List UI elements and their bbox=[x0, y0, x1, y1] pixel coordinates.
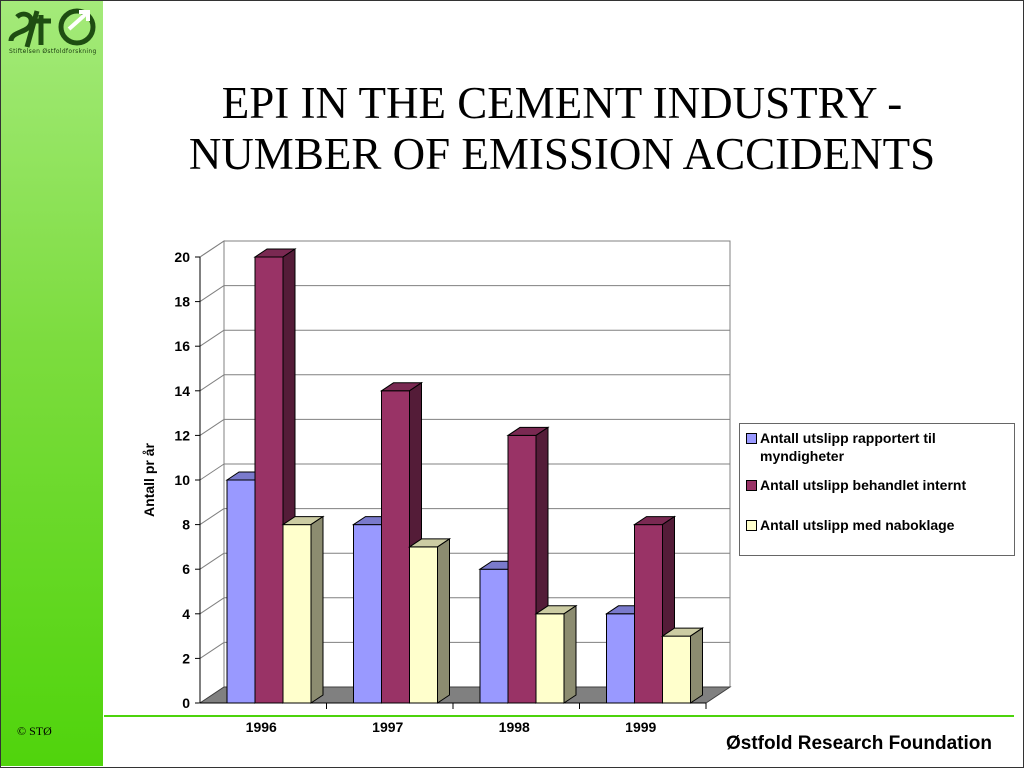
gridline-side bbox=[199, 240, 225, 258]
y-tick-label: 20 bbox=[174, 249, 190, 265]
gridline-side bbox=[199, 552, 225, 570]
gridline-side bbox=[199, 463, 225, 481]
bar-side bbox=[563, 604, 577, 704]
title-line-2: NUMBER OF EMISSION ACCIDENTS bbox=[188, 129, 936, 179]
bar bbox=[662, 635, 691, 704]
bar bbox=[226, 479, 256, 704]
bar bbox=[353, 524, 382, 704]
organization-name: Østfold Research Foundation bbox=[725, 733, 992, 754]
x-tick-label: 1996 bbox=[246, 719, 277, 735]
legend-label: Antall utslipp med naboklage bbox=[760, 517, 955, 533]
bar bbox=[606, 613, 635, 704]
sidebar: Stiftelsen Østfoldforskning © STØ bbox=[1, 1, 103, 766]
gridline-side bbox=[199, 418, 225, 436]
bar bbox=[409, 546, 438, 704]
bar-side bbox=[310, 515, 324, 704]
y-tick-label: 12 bbox=[174, 427, 190, 443]
gridline-side bbox=[199, 285, 225, 303]
y-tick-label: 8 bbox=[182, 517, 190, 533]
y-tick-label: 2 bbox=[182, 650, 190, 666]
bar bbox=[479, 568, 509, 704]
bar-side bbox=[437, 537, 450, 704]
y-tick-label: 18 bbox=[174, 294, 190, 310]
logo-subtitle: Stiftelsen Østfoldforskning bbox=[9, 48, 97, 55]
x-tick-label: 1999 bbox=[625, 719, 656, 735]
legend-swatch bbox=[746, 433, 757, 444]
gridline-side bbox=[199, 641, 225, 659]
y-tick-label: 14 bbox=[174, 383, 190, 399]
legend-swatch bbox=[746, 480, 757, 491]
bar bbox=[282, 524, 312, 704]
y-tick-label: 10 bbox=[174, 472, 190, 488]
sto-logo-icon bbox=[8, 8, 96, 48]
legend-label: Antall utslipp rapportert til myndighete… bbox=[760, 430, 936, 464]
x-tick-label: 1997 bbox=[372, 719, 403, 735]
bar-side bbox=[690, 627, 703, 704]
bar bbox=[381, 390, 410, 704]
bar bbox=[634, 524, 663, 704]
y-tick-label: 0 bbox=[182, 695, 190, 711]
title-line-1: EPI IN THE CEMENT INDUSTRY - bbox=[221, 78, 903, 128]
bar bbox=[535, 613, 565, 704]
legend-swatch bbox=[746, 520, 757, 531]
copyright-text: © STØ bbox=[17, 724, 52, 738]
legend-label: Antall utslipp behandlet internt bbox=[760, 477, 967, 493]
gridline-side bbox=[199, 374, 225, 392]
y-tick-label: 4 bbox=[182, 606, 190, 622]
y-axis-title: Antall pr år bbox=[141, 442, 157, 516]
bar bbox=[254, 256, 284, 704]
x-tick-label: 1998 bbox=[499, 719, 530, 735]
footer-divider bbox=[104, 715, 1014, 717]
gridline-side bbox=[199, 329, 225, 347]
bar bbox=[507, 434, 537, 704]
y-tick-label: 6 bbox=[182, 561, 190, 577]
page-title: EPI IN THE CEMENT INDUSTRY - NUMBER OF E… bbox=[110, 78, 1014, 180]
y-tick-label: 16 bbox=[174, 338, 190, 354]
gridline-side bbox=[199, 508, 225, 526]
gridline-side bbox=[199, 597, 225, 615]
chart-legend: Antall utslipp rapportert til myndighete… bbox=[739, 423, 1015, 556]
